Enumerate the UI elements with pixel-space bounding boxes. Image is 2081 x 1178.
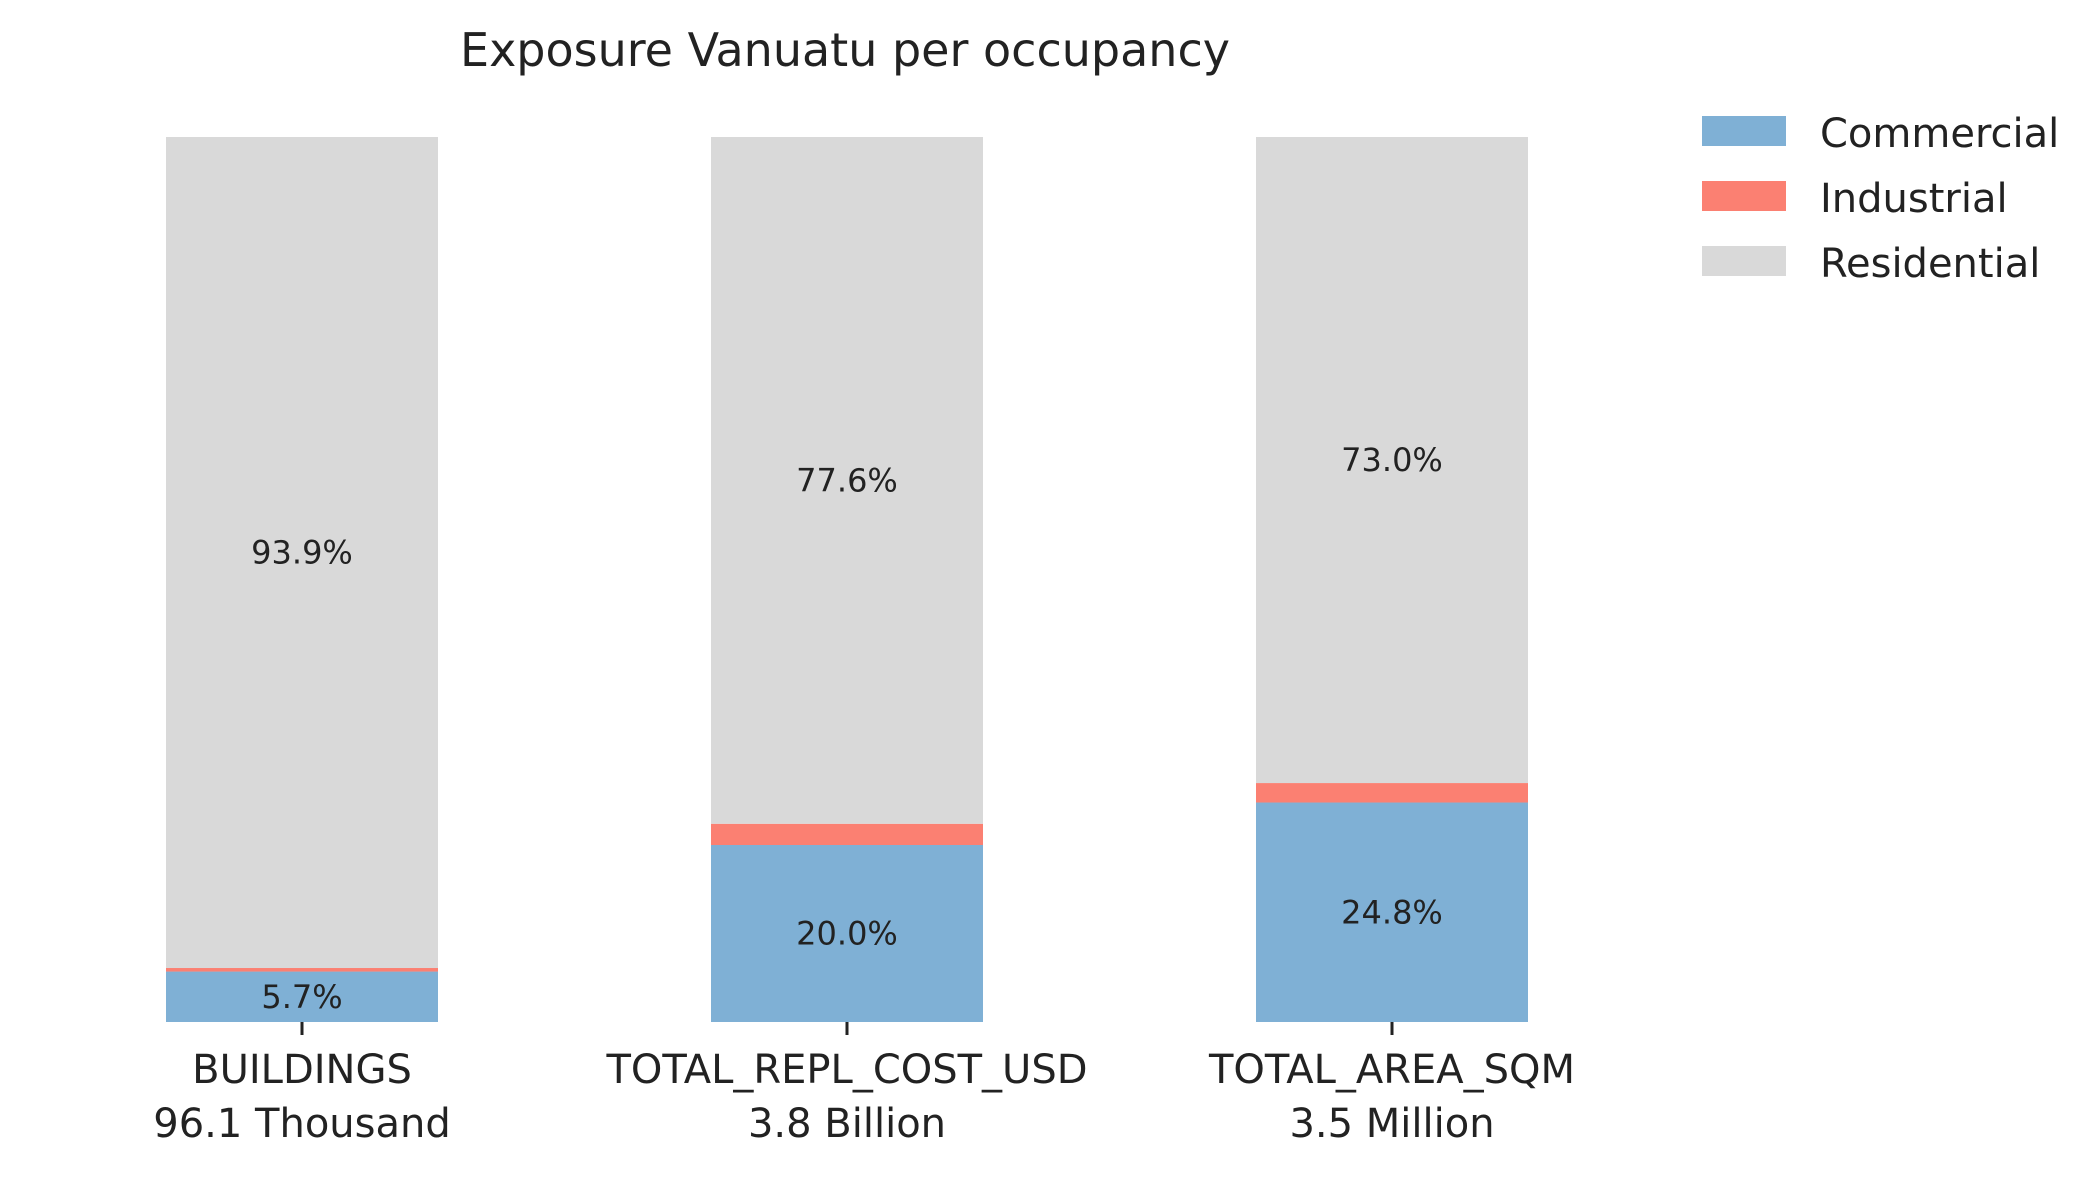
- bar-industrial-total_repl_cost_usd: [711, 823, 983, 845]
- value-label: 77.6%: [796, 461, 898, 499]
- legend-swatch-residential: [1702, 246, 1786, 276]
- bars-layer: [166, 137, 1528, 1022]
- bar-commercial-buildings: [166, 971, 438, 1022]
- value-labels-layer: 5.7% 93.9% 20.0% 77.6% 24.8% 73.0%: [251, 441, 1443, 1016]
- x-axis: BUILDINGS 96.1 Thousand TOTAL_REPL_COST_US…: [153, 1022, 1575, 1147]
- chart-title: Exposure Vanuatu per occupancy: [460, 23, 1230, 77]
- bar-residential-total_area_sqm: [1256, 137, 1528, 784]
- legend-swatch-industrial: [1702, 181, 1786, 211]
- value-label: 20.0%: [796, 915, 898, 953]
- bar-commercial-total_area_sqm: [1256, 802, 1528, 1022]
- bar-residential-buildings: [166, 137, 438, 969]
- bar-industrial-total_area_sqm: [1256, 783, 1528, 803]
- legend-label-commercial: Commercial: [1820, 111, 2059, 157]
- legend: Commercial Industrial Residential: [1702, 111, 2059, 287]
- x-tick-label: TOTAL_REPL_COST_USD: [605, 1047, 1087, 1093]
- value-label: 24.8%: [1341, 893, 1443, 931]
- legend-swatch-commercial: [1702, 116, 1786, 146]
- x-tick-total-label: 3.8 Billion: [748, 1101, 946, 1147]
- bar-residential-total_repl_cost_usd: [711, 137, 983, 824]
- bar-industrial-buildings: [166, 968, 438, 972]
- legend-label-industrial: Industrial: [1820, 176, 2008, 222]
- x-tick-label: TOTAL_AREA_SQM: [1208, 1047, 1575, 1093]
- legend-label-residential: Residential: [1820, 241, 2040, 287]
- value-label: 73.0%: [1341, 441, 1443, 479]
- value-label: 5.7%: [261, 978, 342, 1016]
- value-label: 93.9%: [251, 534, 353, 572]
- bar-commercial-total_repl_cost_usd: [711, 845, 983, 1022]
- x-tick-label: BUILDINGS: [192, 1047, 412, 1093]
- x-tick-total-label: 3.5 Million: [1289, 1101, 1494, 1147]
- x-tick-total-label: 96.1 Thousand: [153, 1101, 450, 1147]
